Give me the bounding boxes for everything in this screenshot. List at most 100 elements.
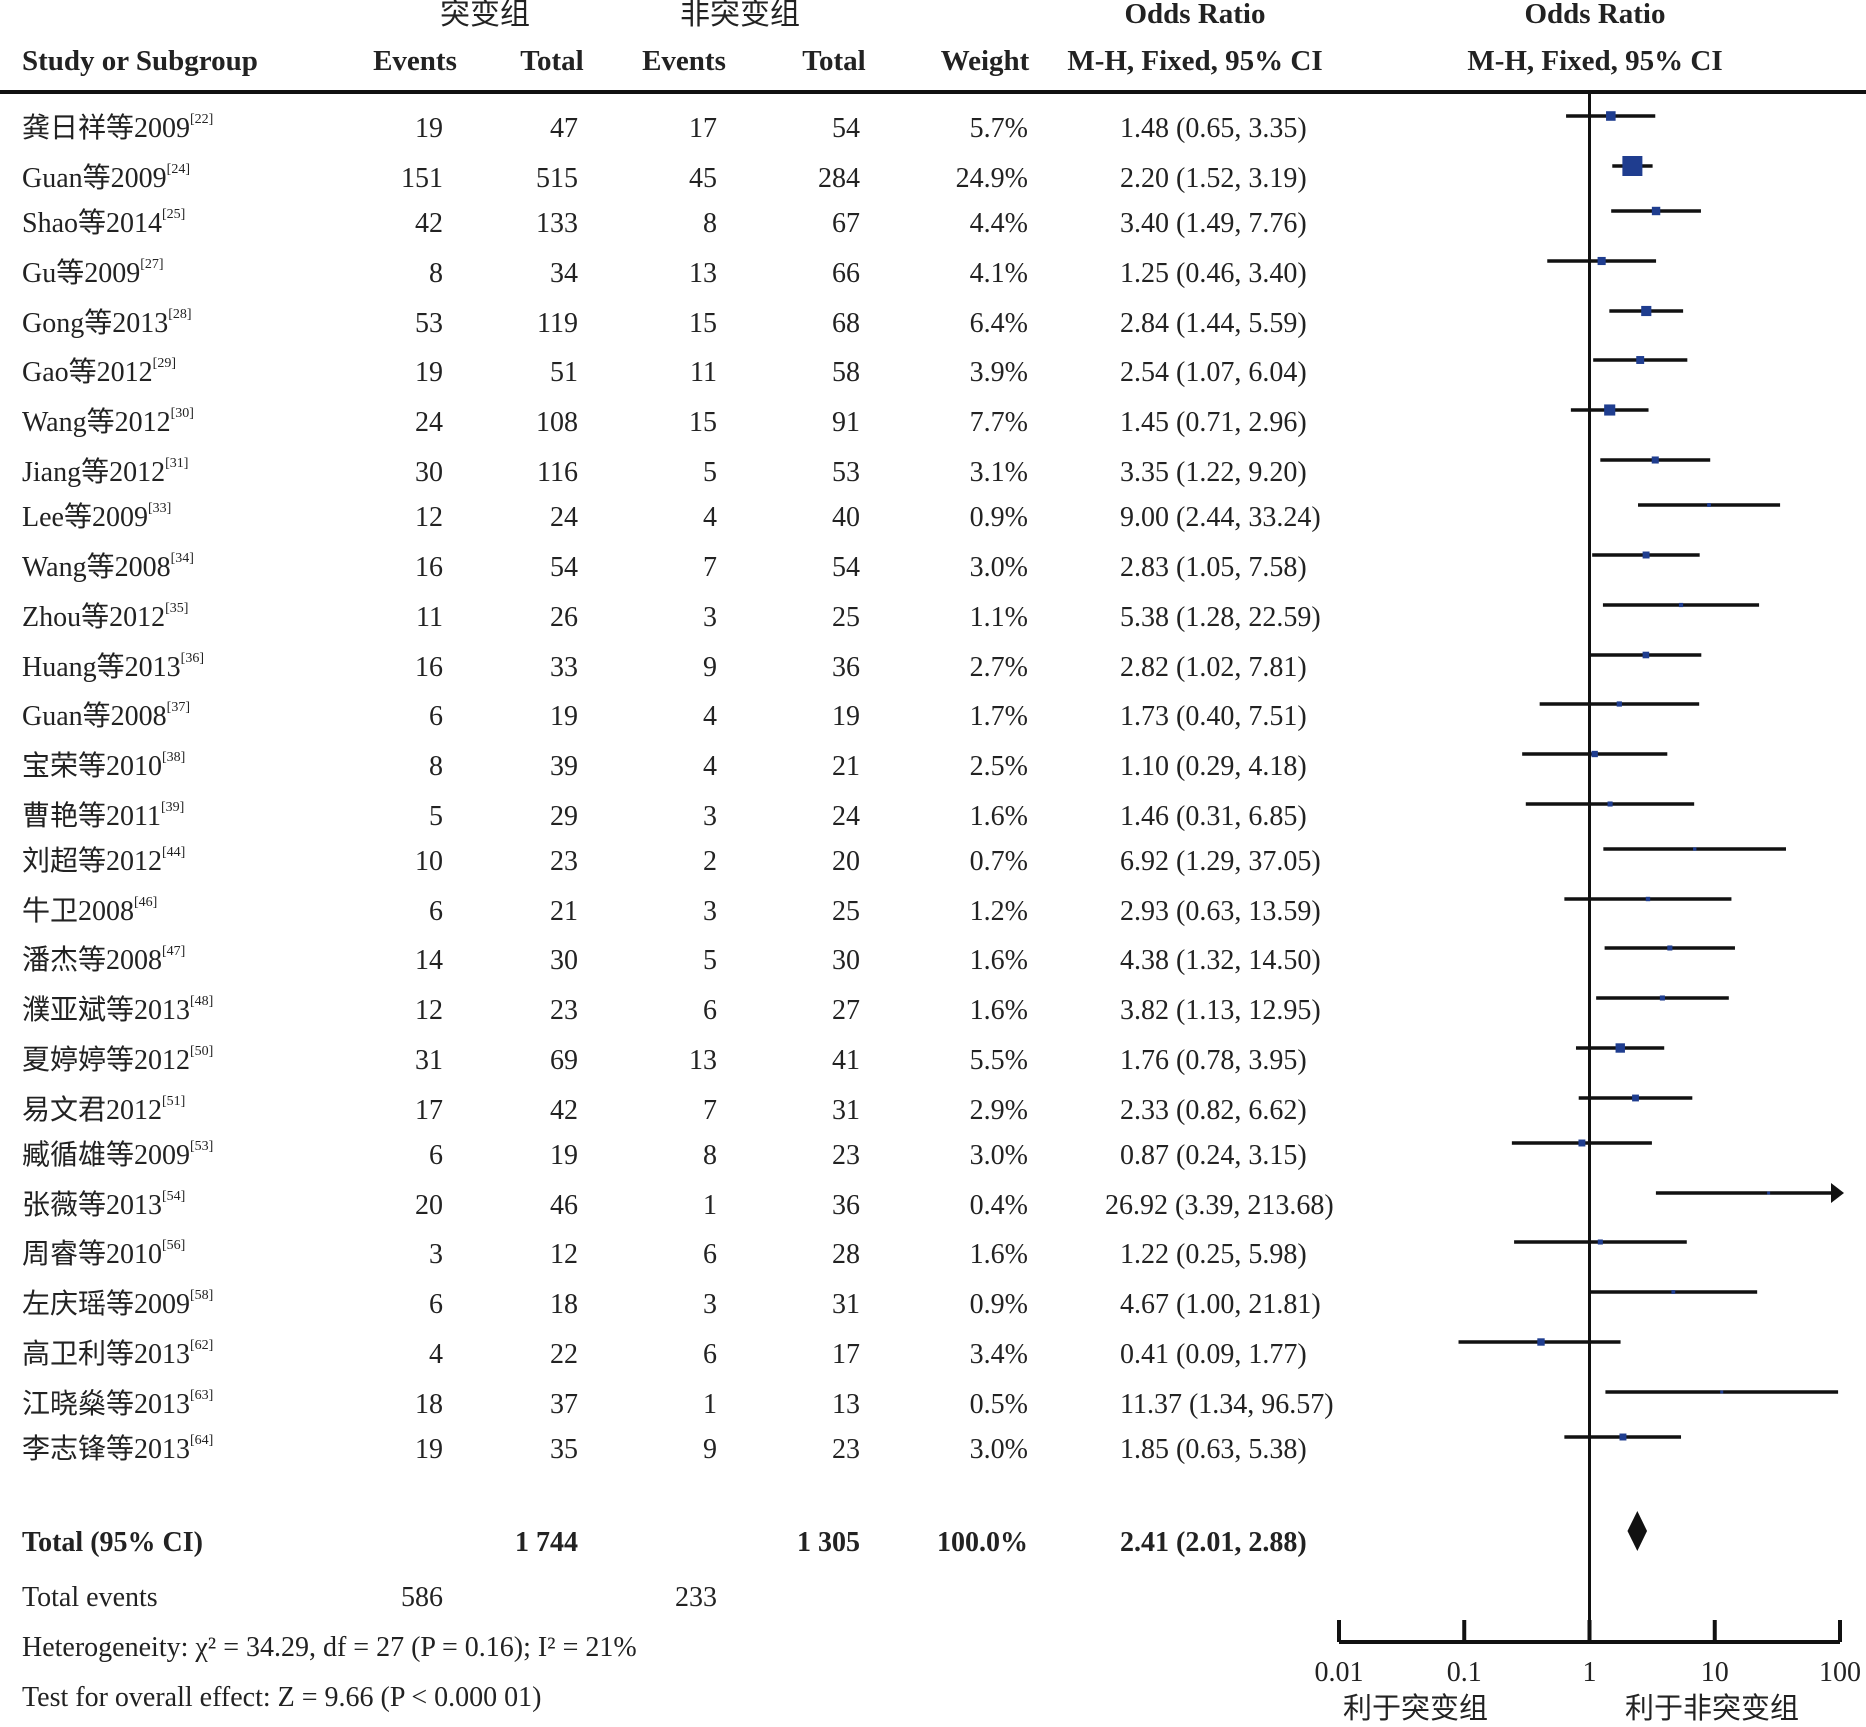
ci-cell: 5.38 (1.28, 22.59) [1120,602,1321,633]
weight-cell: 1.6% [969,1239,1028,1270]
study-reference: [46] [134,895,158,910]
study-box [1619,1433,1627,1441]
events1-cell: 19 [415,357,443,388]
study-label: 臧循雄等2009 [22,1140,191,1171]
study-reference: [37] [166,700,190,715]
events1-cell: 16 [415,552,443,583]
weight-cell: 3.9% [969,357,1028,388]
study-label: Guan等2009 [22,163,167,194]
study-reference: [48] [190,994,214,1009]
total1-cell: 119 [537,308,578,339]
study-box [1642,651,1650,659]
x-tick-label: 100 [1819,1657,1861,1688]
total1-cell: 34 [550,258,578,289]
ci-cell: 0.41 (0.09, 1.77) [1120,1339,1307,1370]
weight-cell: 3.0% [969,1140,1028,1171]
study-reference: [35] [165,601,189,616]
study-label: 牛卫2008 [22,896,135,927]
ci-cell: 11.37 (1.34, 96.57) [1120,1389,1334,1420]
study-box [1607,801,1613,807]
study-box [1678,602,1684,608]
events2-cell: 9 [703,652,717,683]
weight-cell: 7.7% [969,407,1028,438]
total2-cell: 41 [832,1045,860,1076]
events1-cell: 8 [429,751,443,782]
events2-cell: 3 [703,1289,717,1320]
weight-cell: 1.1% [969,602,1028,633]
study-label: Gao等2012 [22,357,153,388]
ci-cell: 2.54 (1.07, 6.04) [1120,357,1307,388]
study-name: 江晓燊等2013[63] [22,1388,214,1419]
events2-cell: 4 [703,502,717,533]
study-reference: [22] [190,112,214,127]
weight-cell: 4.4% [969,208,1028,239]
study-box [1537,1338,1545,1346]
total2-cell: 13 [832,1389,860,1420]
favors-left-label: 利于突变组 [1343,1693,1489,1725]
weight-cell: 24.9% [955,163,1028,194]
weight-cell: 1.2% [969,896,1028,927]
total2-cell: 28 [832,1239,860,1270]
total-events-label: Total events [22,1582,158,1613]
study-name: Guan等2008[37] [22,700,190,731]
events1-cell: 3 [429,1239,443,1270]
events1-cell: 20 [415,1190,443,1221]
total1-header: Total [520,45,584,77]
total2-cell: 24 [832,801,860,832]
study-label: 濮亚斌等2013 [22,995,191,1026]
or-column-subtitle: M-H, Fixed, 95% CI [1067,45,1323,77]
study-reference: [36] [180,651,204,666]
study-box [1632,1094,1639,1102]
total2-cell: 67 [832,208,860,239]
total-weight: 100.0% [937,1527,1028,1558]
study-reference: [53] [190,1139,214,1154]
weight-cell: 2.7% [969,652,1028,683]
study-name: Jiang等2012[31] [22,457,188,487]
study-box [1659,995,1665,1001]
total2-value: 1 305 [797,1527,860,1558]
weight-cell: 1.6% [969,801,1028,832]
total1-cell: 22 [550,1339,578,1370]
events2-cell: 5 [703,945,717,976]
study-name: Lee等2009[33] [22,502,171,533]
study-label: Gu等2009 [22,258,141,289]
study-reference: [47] [162,944,186,959]
study-label: 宝荣等2010 [22,751,163,782]
ci-cell: 1.46 (0.31, 6.85) [1120,801,1307,832]
study-reference: [58] [190,1288,214,1303]
events2-cell: 6 [703,1239,717,1270]
study-name: 李志锋等2013[64] [22,1433,214,1464]
study-reference: [51] [162,1094,186,1109]
total2-cell: 30 [832,945,860,976]
study-reference: [63] [190,1388,214,1403]
total1-cell: 35 [550,1434,578,1465]
total2-cell: 25 [832,896,860,927]
study-label: Lee等2009 [22,502,148,533]
study-name: 夏婷婷等2012[50] [22,1045,213,1075]
study-name: Shao等2014[25] [22,208,185,239]
study-name: 左庆瑶等2009[58] [22,1288,214,1319]
study-label: 高卫利等2013 [22,1339,191,1370]
events2-cell: 8 [703,208,717,239]
weight-cell: 0.7% [969,846,1028,877]
study-name: 刘超等2012[44] [22,846,185,876]
events2-cell: 5 [703,457,717,488]
study-reference: [54] [162,1189,186,1204]
ci-cell: 3.35 (1.22, 9.20) [1120,457,1307,488]
total2-cell: 19 [832,701,860,732]
events2-cell: 11 [690,357,717,388]
total1-cell: 23 [550,846,578,877]
study-box [1667,945,1673,951]
x-tick-label: 10 [1701,1657,1729,1688]
events2-cell: 1 [703,1389,717,1420]
ci-cell: 2.93 (0.63, 13.59) [1120,896,1321,927]
events1-cell: 18 [415,1389,443,1420]
study-label: Shao等2014 [22,208,163,239]
total1-cell: 47 [550,113,578,144]
total2-cell: 31 [832,1289,860,1320]
study-name: 易文君2012[51] [22,1094,186,1125]
events1-cell: 14 [415,945,443,976]
study-reference: [64] [190,1433,214,1448]
ci-cell: 1.45 (0.71, 2.96) [1120,407,1307,438]
